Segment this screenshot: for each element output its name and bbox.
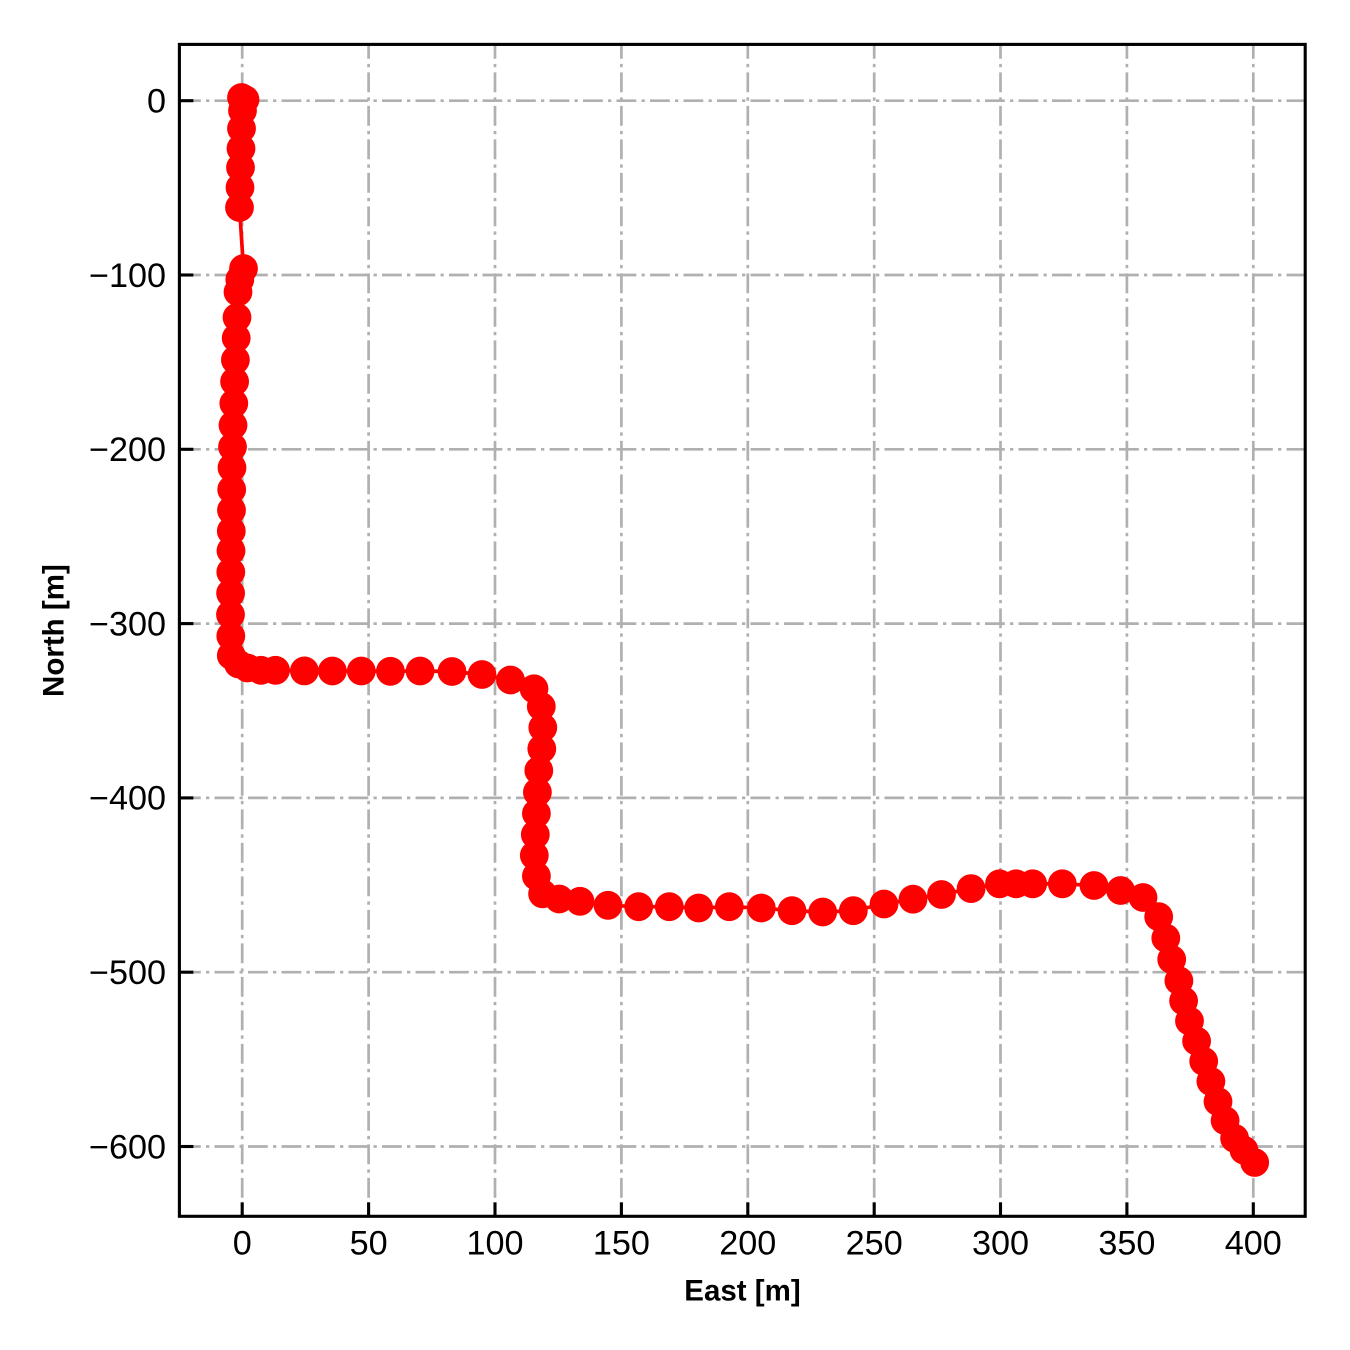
svg-text:100: 100 [466, 1225, 523, 1263]
svg-text:−300: −300 [89, 605, 166, 643]
svg-text:150: 150 [593, 1225, 650, 1263]
svg-text:−500: −500 [89, 954, 166, 992]
svg-text:250: 250 [846, 1225, 903, 1263]
svg-text:50: 50 [350, 1225, 388, 1263]
svg-text:−200: −200 [89, 431, 166, 469]
svg-text:350: 350 [1098, 1225, 1155, 1263]
svg-text:400: 400 [1225, 1225, 1282, 1263]
svg-text:−100: −100 [89, 257, 166, 295]
svg-text:North [m]: North [m] [38, 564, 71, 697]
svg-text:200: 200 [719, 1225, 776, 1263]
svg-text:0: 0 [233, 1225, 252, 1263]
svg-text:−400: −400 [89, 780, 166, 818]
svg-text:300: 300 [972, 1225, 1029, 1263]
svg-text:0: 0 [147, 83, 166, 121]
svg-text:East [m]: East [m] [684, 1274, 800, 1307]
svg-text:−600: −600 [89, 1128, 166, 1166]
